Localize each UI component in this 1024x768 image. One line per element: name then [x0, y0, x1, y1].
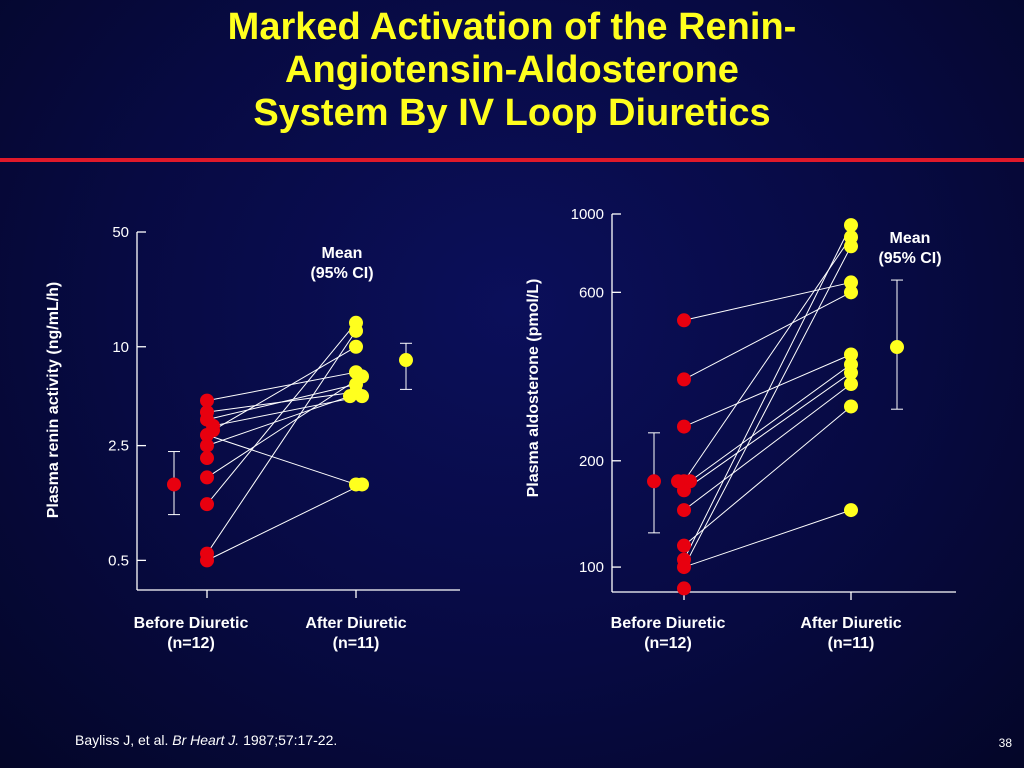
title-line-3: System By IV Loop Diuretics: [253, 92, 771, 134]
aldo-before-point: [677, 313, 691, 328]
aldo-category-after: After Diuretic (n=11): [800, 615, 901, 652]
renin-after-mean-point: [399, 353, 413, 368]
renin-pair-line: [206, 330, 357, 554]
aldo-y-tick-label: 1000: [571, 206, 604, 223]
aldo-y-axis-label: Plasma aldosterone (pmol/L): [525, 279, 542, 498]
aldo-after-mean-point: [890, 340, 904, 355]
aldo-before-point: [677, 581, 691, 596]
renin-after-point: [355, 477, 369, 492]
renin-y-tick-label: 50: [112, 224, 129, 241]
title-divider: [0, 158, 1024, 162]
renin-pair-line: [206, 395, 351, 447]
renin-y-tick-label: 0.5: [108, 552, 129, 569]
renin-before-point: [200, 553, 214, 568]
renin-before-point: [200, 405, 214, 420]
renin-after-point: [343, 389, 357, 404]
renin-after-point: [355, 389, 369, 404]
aldo-after-point: [844, 399, 858, 414]
renin-y-axis-label: Plasma renin activity (ng/mL/h): [45, 282, 62, 519]
aldo-before-point: [677, 372, 691, 387]
aldo-y-tick-label: 600: [579, 284, 604, 301]
aldo-after-point: [844, 275, 858, 290]
renin-pair-line: [206, 371, 357, 402]
renin-category-after: After Diuretic (n=11): [305, 615, 406, 652]
aldo-before-point: [671, 474, 685, 489]
aldo-chart: 1000 600 200 100 Plasma aldosterone (pmol/L): [525, 206, 956, 600]
renin-pair-line: [206, 322, 357, 505]
renin-chart: 50 10 2.5 0.5 Plasma renin activity (ng/mL/h…: [45, 224, 460, 598]
slide-title: Marked Activation of the Renin- Angioten…: [0, 6, 1024, 135]
aldo-y-tick-label: 200: [579, 453, 604, 470]
aldo-category-before: Before Diuretic (n=12): [611, 615, 726, 652]
renin-before-mean-point: [167, 477, 181, 492]
aldo-after-point: [844, 218, 858, 233]
citation-details: 1987;57:17-22.: [243, 732, 338, 748]
renin-pair-line: [206, 375, 363, 478]
aldo-before-point: [677, 503, 691, 518]
aldo-before-point: [677, 560, 691, 575]
renin-before-point: [200, 497, 214, 512]
aldo-after-point: [844, 285, 858, 300]
aldo-pair-line: [683, 236, 852, 482]
renin-after-point: [349, 339, 363, 354]
citation-journal: Br Heart J.: [172, 732, 240, 748]
renin-pair-line: [206, 484, 363, 561]
renin-y-tick-label: 10: [112, 339, 129, 356]
renin-before-point: [200, 451, 214, 466]
aldo-pair-line: [683, 372, 852, 491]
renin-before-point: [200, 393, 214, 408]
renin-pair-line: [206, 434, 357, 485]
renin-before-point: [200, 470, 214, 485]
aldo-after-point: [844, 503, 858, 518]
page-number: 38: [998, 736, 1012, 750]
aldo-after-point: [844, 347, 858, 362]
aldo-pair-line: [683, 406, 852, 547]
aldo-pair-line: [683, 281, 852, 321]
renin-pair-line: [206, 383, 357, 421]
aldo-before-mean-point: [647, 474, 661, 489]
renin-after-point: [349, 323, 363, 338]
renin-category-before: Before Diuretic (n=12): [134, 615, 249, 652]
aldo-after-point: [844, 239, 858, 254]
aldo-pair-line: [683, 291, 852, 380]
aldo-pair-line: [689, 363, 852, 482]
title-line-2: Angiotensin-Aldosterone: [285, 49, 739, 91]
renin-pair-line: [212, 346, 357, 431]
aldo-pair-line: [683, 509, 852, 568]
aldo-mean-label: Mean (95% CI): [878, 230, 941, 267]
aldo-y-tick-label: 100: [579, 559, 604, 576]
aldo-before-point: [677, 419, 691, 434]
aldo-pair-line: [683, 246, 852, 568]
citation-authors: Bayliss J, et al.: [75, 732, 169, 748]
title-line-1: Marked Activation of the Renin-: [227, 6, 797, 48]
aldo-after-point: [844, 365, 858, 380]
aldo-before-point: [677, 538, 691, 553]
aldo-pair-line: [683, 354, 852, 428]
aldo-pair-line: [683, 224, 852, 560]
aldo-after-point: [844, 377, 858, 392]
renin-mean-label: Mean (95% CI): [310, 245, 373, 282]
renin-before-point: [200, 438, 214, 453]
renin-y-tick-label: 2.5: [108, 438, 129, 455]
citation: Bayliss J, et al. Br Heart J. 1987;57:17…: [75, 732, 337, 748]
aldo-pair-line: [683, 383, 852, 511]
